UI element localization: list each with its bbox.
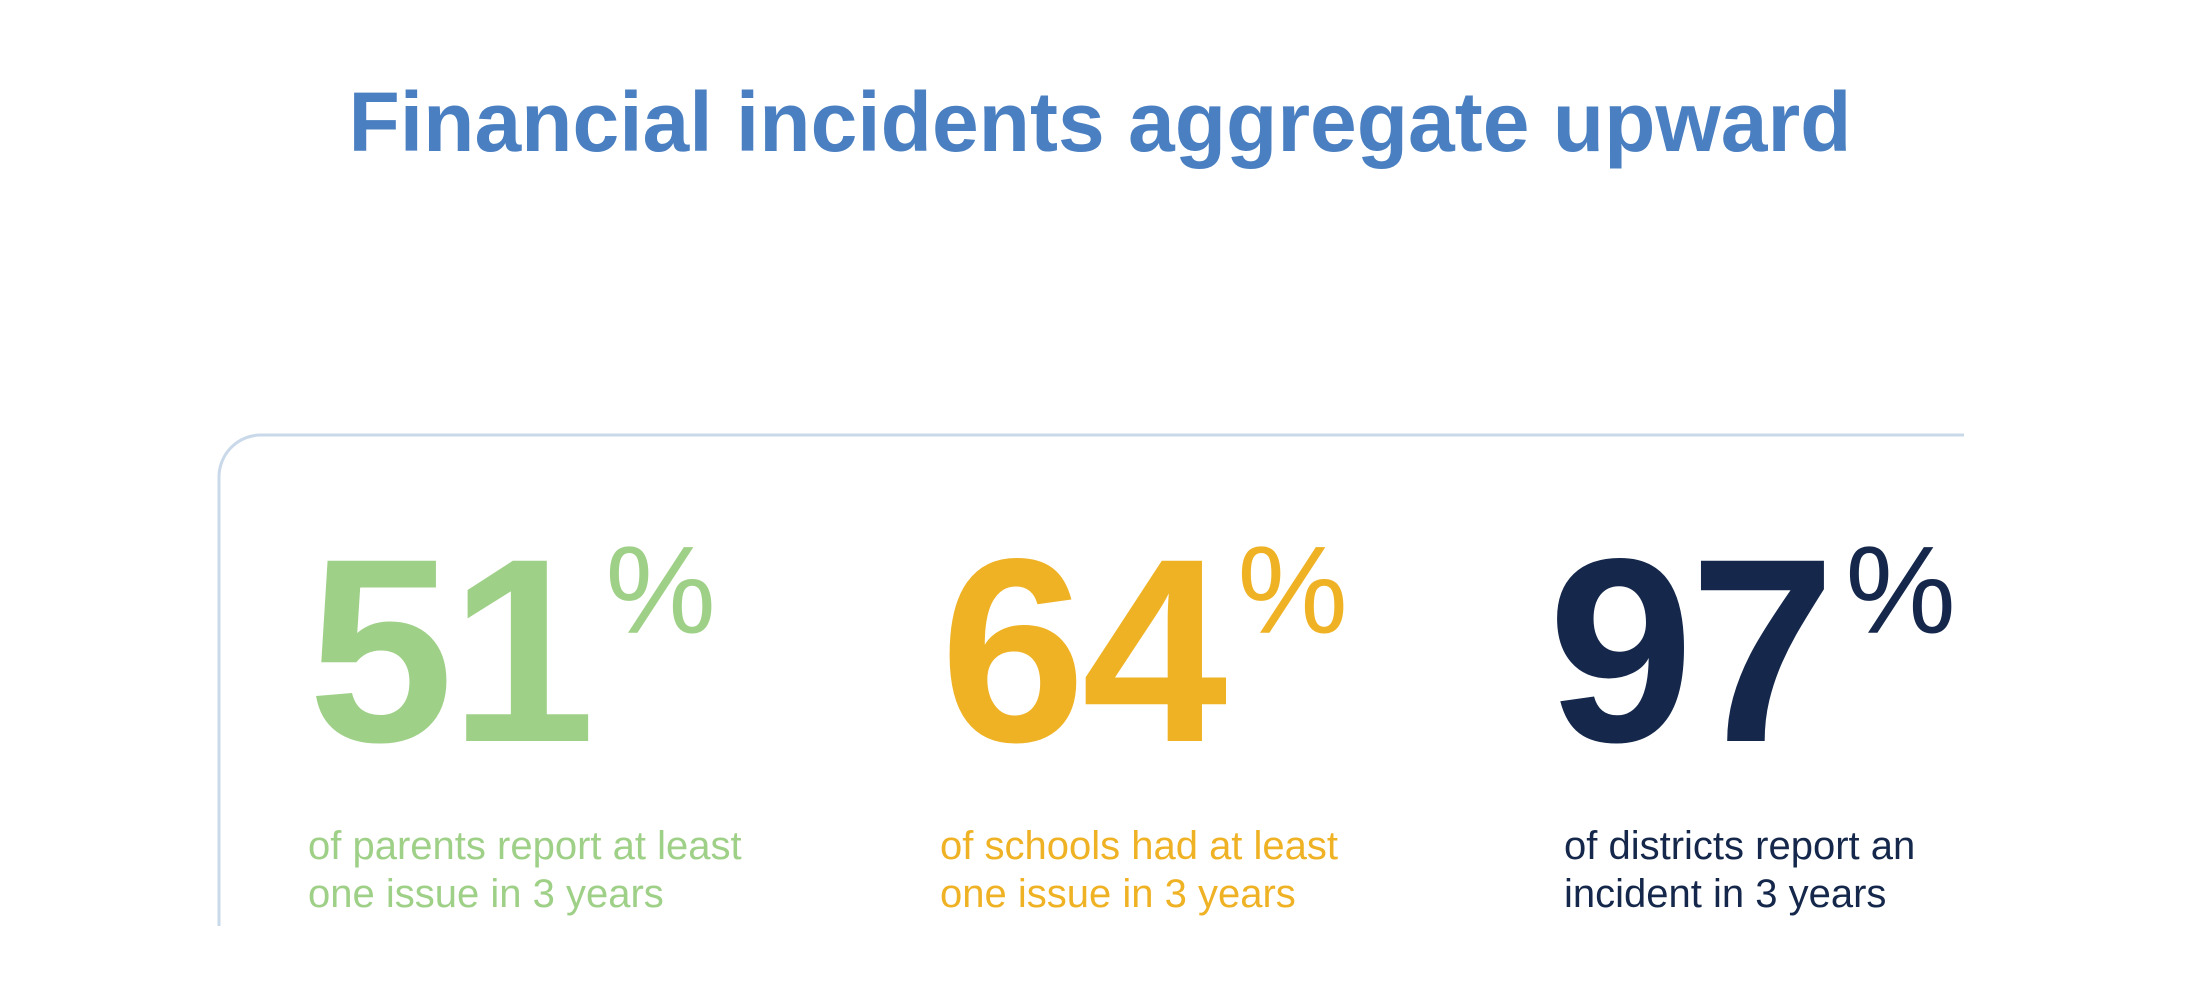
title: Financial incidents aggregate upward	[348, 75, 1852, 169]
caption-line: incident in 3 years	[1564, 872, 1887, 916]
stat: 97% of districts report an incident in 3 y…	[1548, 520, 1956, 918]
caption-line: of districts report an	[1564, 824, 1916, 868]
stat-unit: %	[605, 522, 716, 660]
stat-number: 97	[1548, 504, 1835, 797]
caption-line: of parents report at least	[308, 824, 742, 868]
stat-figure: 97%	[1548, 520, 1956, 782]
caption-line: of schools had at least	[940, 824, 1339, 868]
stat: 51% of parents report at least one issue i…	[308, 520, 742, 918]
stat-number: 64	[940, 504, 1227, 797]
stat-caption: of parents report at least one issue in 3…	[308, 822, 742, 918]
stat-unit: %	[1845, 522, 1956, 660]
stat: 64% of schools had at least one issue in 3…	[940, 520, 1348, 918]
stat-caption: of schools had at least one issue in 3 ye…	[940, 822, 1338, 918]
stat-caption: of districts report an incident in 3 year…	[1564, 822, 1915, 918]
caption-line: one issue in 3 years	[308, 872, 664, 916]
stat-unit: %	[1237, 522, 1348, 660]
stat-figure: 51%	[308, 520, 742, 782]
stat-number: 51	[308, 504, 595, 797]
frame-border	[217, 433, 1964, 926]
caption-line: one issue in 3 years	[940, 872, 1296, 916]
stat-figure: 64%	[940, 520, 1348, 782]
